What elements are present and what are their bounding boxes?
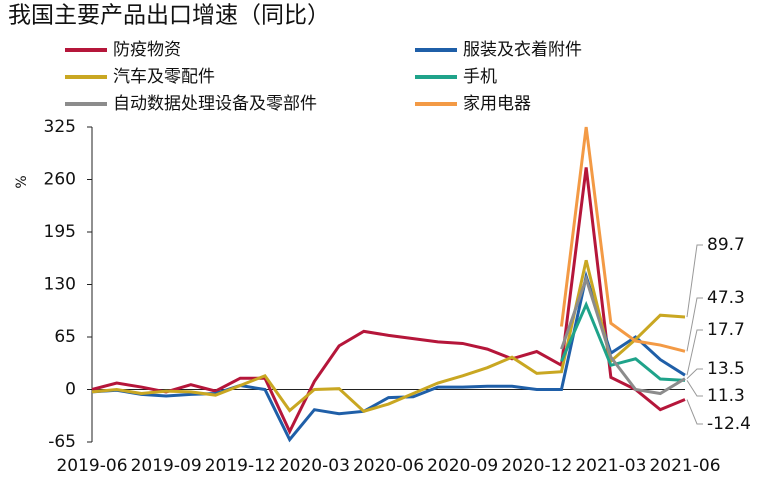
leader-line xyxy=(686,399,703,425)
y-tick-label: 65 xyxy=(54,327,76,347)
x-tick-label: 2021-03 xyxy=(575,456,646,476)
line-series xyxy=(559,126,686,353)
legend-label: 服装及衣着附件 xyxy=(463,40,582,60)
legend-label: 防疫物资 xyxy=(113,40,181,60)
leader-line xyxy=(686,244,703,318)
data-label: 89.7 xyxy=(707,235,745,255)
x-tick-label: 2020-12 xyxy=(501,456,572,476)
x-tick-label: 2019-06 xyxy=(56,456,127,476)
x-tick-label: 2020-03 xyxy=(279,456,350,476)
line-series xyxy=(560,274,686,396)
data-label: -12.4 xyxy=(707,414,751,434)
line-series xyxy=(91,167,686,435)
y-axis-label: % xyxy=(14,175,30,188)
data-label: 11.3 xyxy=(707,386,745,406)
data-label: 47.3 xyxy=(707,288,745,308)
chart-title: 我国主要产品出口增速（同比） xyxy=(8,3,330,29)
line-series xyxy=(91,259,686,413)
legend-label: 自动数据处理设备及零部件 xyxy=(113,94,317,114)
x-tick-label: 2019-12 xyxy=(205,456,276,476)
leader-line xyxy=(686,380,703,397)
data-label: 17.7 xyxy=(707,320,745,340)
leader-line xyxy=(686,329,703,376)
y-tick-label: 130 xyxy=(44,275,76,295)
leader-line xyxy=(686,297,703,352)
y-tick-label: 0 xyxy=(65,380,76,400)
y-tick-label: -65 xyxy=(48,432,76,452)
legend-label: 汽车及零配件 xyxy=(113,67,215,87)
y-tick-label: 325 xyxy=(44,117,76,137)
data-label: 13.5 xyxy=(707,359,745,379)
leader-line xyxy=(686,368,703,379)
x-tick-label: 2020-09 xyxy=(427,456,498,476)
x-tick-label: 2020-06 xyxy=(353,456,424,476)
x-tick-label: 2019-09 xyxy=(131,456,202,476)
y-tick-label: 195 xyxy=(44,222,76,242)
x-tick-label: 2021-06 xyxy=(649,456,720,476)
y-tick-label: 260 xyxy=(44,170,76,190)
line-series xyxy=(560,300,686,382)
legend-label: 手机 xyxy=(463,67,497,87)
legend-label: 家用电器 xyxy=(463,94,531,114)
